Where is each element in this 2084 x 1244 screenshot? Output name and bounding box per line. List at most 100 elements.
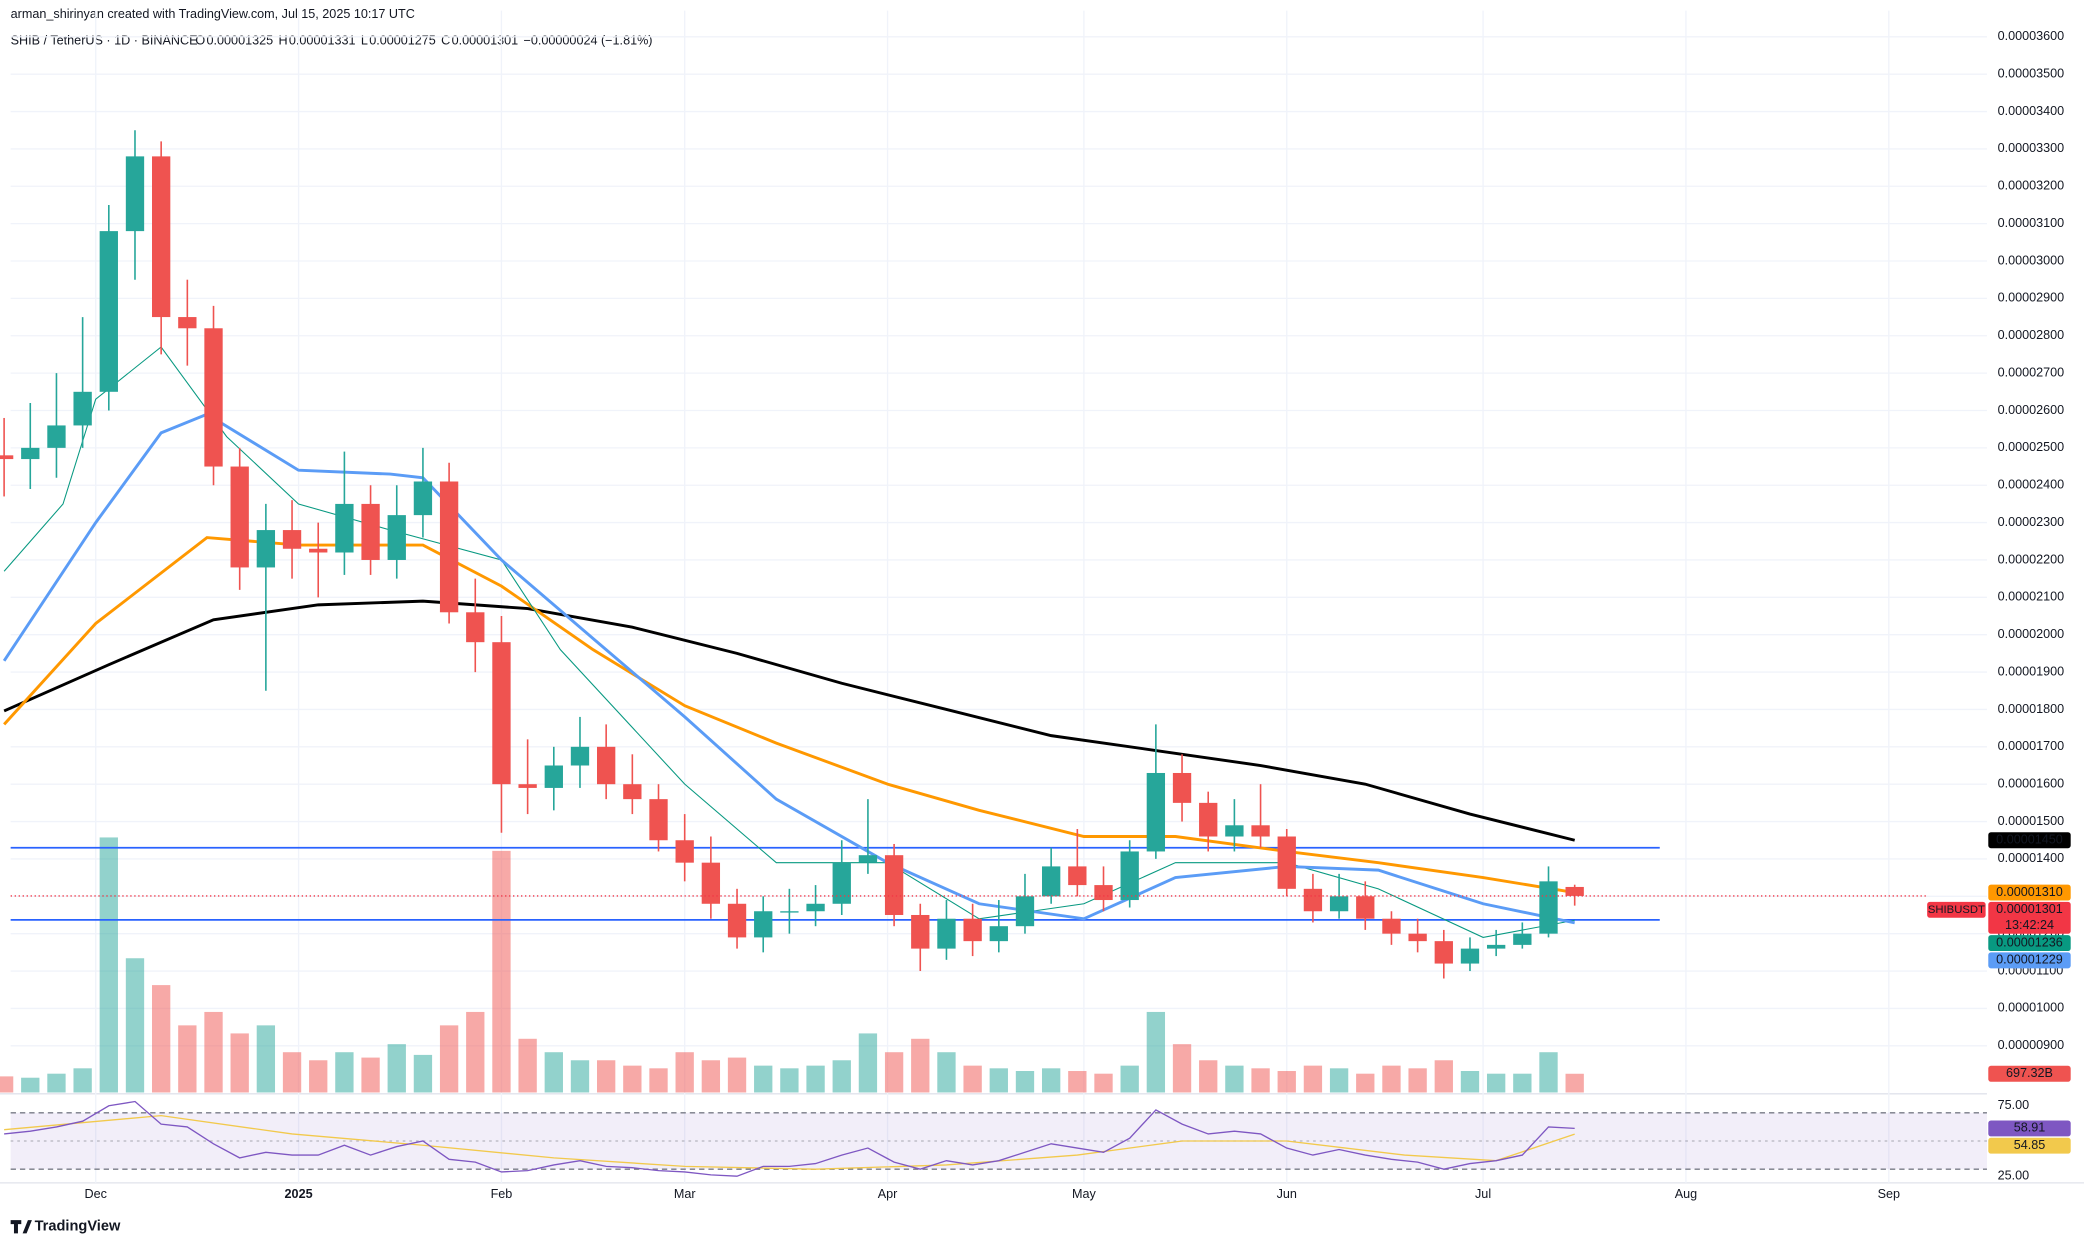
volume-bar — [178, 1025, 197, 1093]
candle-body — [1251, 825, 1270, 837]
volume-bar — [780, 1068, 799, 1093]
volume-bar — [1303, 1065, 1323, 1093]
candle-body — [806, 903, 825, 912]
y-tick-label: 0.00002500 — [1998, 440, 2065, 454]
x-tick-label: Feb — [491, 1187, 513, 1201]
candle-body — [309, 548, 328, 553]
legend-key: O — [195, 34, 205, 48]
candle-body — [47, 425, 66, 448]
candle-body — [1068, 866, 1087, 886]
volume-bar — [544, 1052, 563, 1093]
volume-bar — [806, 1065, 825, 1093]
candle-body — [361, 503, 380, 560]
candle-body — [1434, 941, 1453, 964]
rsi-ma-line — [4, 1114, 1575, 1170]
rsi-tick-label: 75.00 — [1998, 1098, 2030, 1112]
candle-body — [1277, 836, 1296, 889]
volume-bar — [466, 1011, 485, 1093]
rsi-tick-label: 25.00 — [1998, 1169, 2030, 1183]
volume-bar — [1225, 1065, 1244, 1093]
volume-bar — [99, 837, 118, 1093]
volume-bar — [204, 1011, 223, 1093]
volume-bar — [989, 1068, 1008, 1093]
price-tag-text: 0.00001450 — [1996, 833, 2063, 847]
rsi-line — [4, 1100, 1575, 1177]
volume-bar — [152, 985, 171, 1093]
candle-body — [1225, 825, 1244, 837]
candle-body — [989, 926, 1008, 942]
candle-body — [204, 328, 223, 467]
price-tag: 0.00001236 — [1988, 935, 2071, 952]
rsi-tag-text: 58.91 — [2014, 1121, 2046, 1135]
volume-bar — [387, 1044, 406, 1093]
y-tick-label: 0.00002200 — [1998, 552, 2065, 566]
candle-body — [780, 911, 799, 913]
volume-bar — [832, 1060, 851, 1093]
volume-bar — [518, 1038, 537, 1093]
candle-body — [1408, 933, 1427, 942]
candle-body — [1565, 886, 1584, 896]
y-tick-label: 0.00001900 — [1998, 664, 2065, 678]
candle-body — [387, 515, 406, 560]
candle-body — [544, 765, 563, 788]
volume-bar — [21, 1077, 40, 1093]
x-tick-label: Apr — [878, 1187, 898, 1201]
volume-bar — [1539, 1052, 1558, 1093]
volume-bar — [1172, 1044, 1192, 1093]
price-tag: 0.00001450 — [1988, 832, 2071, 849]
volume-bar — [727, 1057, 747, 1093]
candle-body — [1094, 885, 1113, 901]
volume-bar — [596, 1060, 616, 1093]
y-tick-label: 0.00003000 — [1998, 253, 2065, 267]
candle-body — [1356, 896, 1375, 919]
legend-key: H — [278, 34, 287, 48]
ohlc-legend: O 0.00001325 H 0.00001331 L 0.00001275 C 0.0000… — [195, 34, 652, 48]
volume-bar — [911, 1038, 930, 1093]
volume-bar — [701, 1060, 721, 1093]
volume-bar — [230, 1033, 249, 1093]
candle-body — [911, 914, 930, 949]
candle-body — [492, 642, 511, 785]
volume-bar — [570, 1060, 590, 1093]
volume-bar — [1565, 1073, 1584, 1093]
candle-body — [1486, 944, 1506, 949]
price-tag-box — [1988, 832, 2071, 849]
x-tick-label: Aug — [1675, 1187, 1697, 1201]
volume-bar — [675, 1052, 694, 1093]
candle-body — [596, 746, 616, 785]
price-tag-box — [1988, 884, 2071, 901]
candle-body — [858, 855, 878, 863]
legend-key: L — [361, 34, 368, 48]
volume-bar — [1382, 1065, 1401, 1093]
price-tag: 0.00001301 13:42:24 — [1988, 901, 2071, 934]
legend-change: −0.00000024 (−1.81%) — [524, 34, 653, 48]
y-tick-label: 0.00000900 — [1998, 1038, 2065, 1052]
volume-bar — [0, 1076, 14, 1093]
candle-body — [1539, 881, 1558, 934]
y-tick-label: 0.00003100 — [1998, 216, 2065, 230]
volume-bar — [937, 1052, 956, 1093]
rsi-tag: 58.91 — [1988, 1120, 2071, 1137]
candle-body — [73, 391, 92, 426]
candle-body — [439, 481, 459, 613]
candle-body — [413, 481, 433, 516]
candle-body — [727, 903, 747, 938]
candle-body — [675, 840, 694, 863]
credit: arman_shirinyan created with TradingView… — [11, 7, 415, 21]
y-tick-label: 0.00001800 — [1998, 702, 2065, 716]
volume-tag-box — [1988, 1065, 2071, 1082]
logo-mark — [10, 1220, 32, 1234]
rsi-ma-tag-text: 54.85 — [2014, 1138, 2046, 1152]
y-tick-label: 0.00002300 — [1998, 515, 2065, 529]
price-tag-text: 0.00001310 — [1996, 885, 2063, 899]
price-tag: 0.00001310 — [1988, 884, 2071, 901]
candle-body — [0, 455, 14, 460]
candle-body — [701, 862, 721, 904]
y-tick-label: 0.00001700 — [1998, 739, 2065, 753]
candle-body — [649, 799, 668, 841]
candle-body — [335, 503, 354, 553]
legend-value: 0.00001325 — [207, 34, 274, 48]
volume-bar — [1199, 1060, 1218, 1093]
